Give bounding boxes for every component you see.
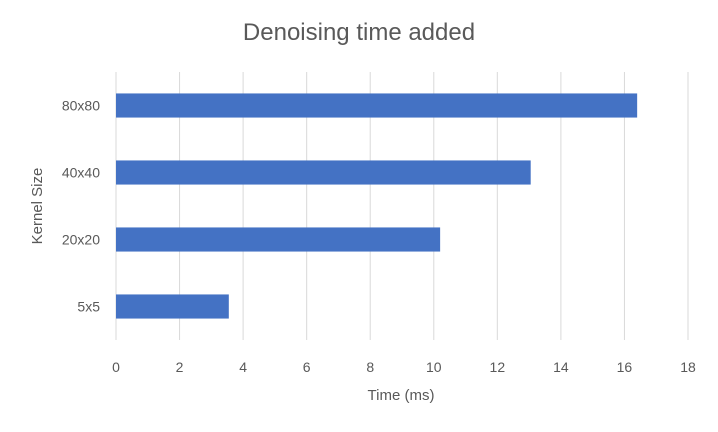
x-tick-label: 10 [426,359,442,375]
y-axis-label: Kernel Size [29,168,46,245]
y-tick-label: 20x20 [62,232,100,248]
x-tick-label: 4 [239,359,247,375]
bars [116,93,638,319]
x-tick-label: 12 [490,359,506,375]
bar-80x80 [116,93,638,118]
x-tick-label: 0 [112,359,120,375]
x-tick-label: 14 [553,359,569,375]
x-tick-label: 8 [366,359,374,375]
x-tick-label: 16 [617,359,633,375]
bar-20x20 [116,227,441,252]
y-tick-label: 40x40 [62,165,100,181]
x-tick-label: 2 [176,359,184,375]
chart-title: Denoising time added [243,19,475,46]
x-tick-label: 18 [680,359,696,375]
y-tick-label: 5x5 [77,299,100,315]
y-tick-label: 80x80 [62,98,100,114]
bar-40x40 [116,160,531,185]
y-tick-labels: 80x80 40x40 20x20 5x5 [62,98,100,315]
x-tick-labels: 0 2 4 6 8 10 12 14 16 18 [112,359,696,375]
x-axis-label: Time (ms) [368,387,435,404]
bar-5x5 [116,294,229,319]
x-tick-label: 6 [303,359,311,375]
